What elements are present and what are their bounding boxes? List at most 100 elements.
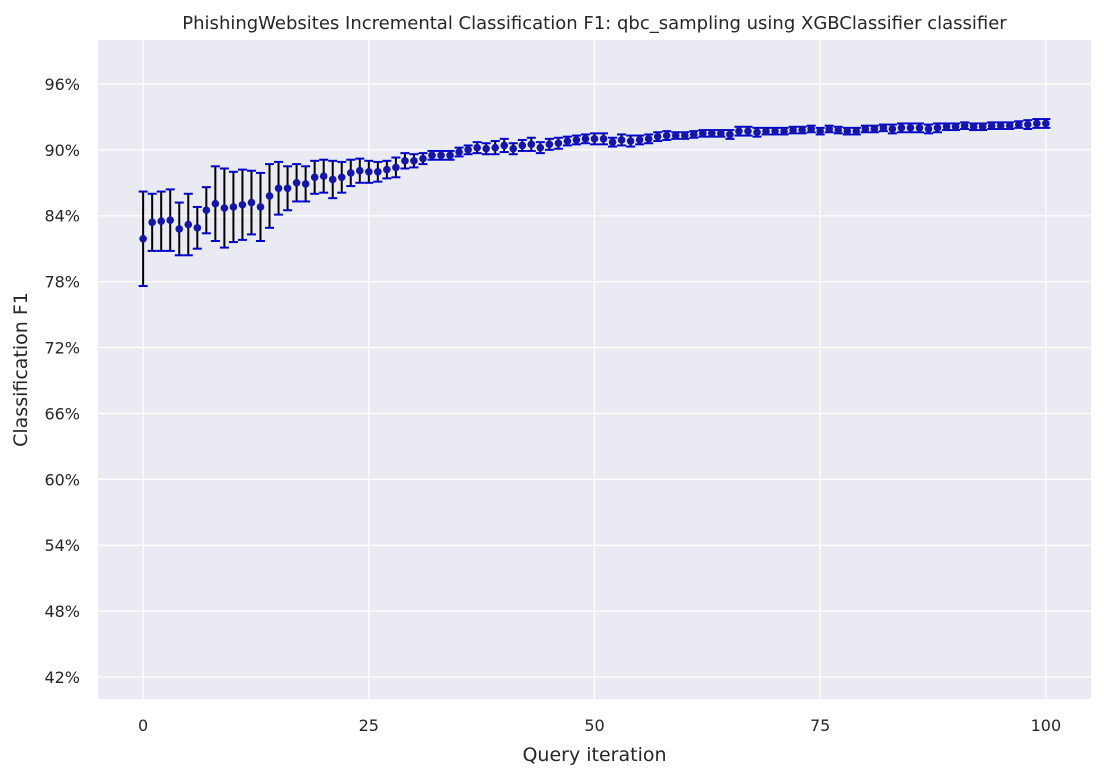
data-point	[861, 125, 870, 133]
data-point	[1014, 120, 1023, 129]
y-tick-label: 90%	[44, 141, 80, 160]
grid	[98, 40, 1091, 699]
data-point	[708, 129, 716, 138]
data-point	[915, 124, 924, 132]
data-point	[148, 218, 156, 227]
data-point	[365, 168, 373, 176]
data-point	[780, 127, 788, 135]
data-point	[690, 130, 698, 139]
data-point	[392, 163, 400, 172]
data-point	[933, 124, 942, 132]
data-point	[816, 127, 824, 135]
data-point	[1024, 120, 1032, 129]
data-point	[807, 125, 815, 133]
data-point	[608, 138, 617, 146]
data-point	[726, 130, 734, 139]
data-point	[247, 198, 256, 207]
y-tick-label: 42%	[44, 668, 80, 687]
data-point	[139, 234, 147, 243]
data-point	[581, 135, 590, 143]
data-point	[699, 129, 707, 138]
y-tick-label: 78%	[44, 273, 80, 292]
data-point	[789, 126, 797, 134]
data-point	[518, 141, 527, 150]
data-point	[671, 131, 680, 140]
data-point	[346, 169, 355, 177]
x-tick-label: 0	[138, 716, 148, 735]
x-tick-label: 50	[584, 716, 604, 735]
data-point	[175, 225, 184, 233]
data-point	[599, 135, 608, 143]
data-point	[355, 166, 364, 175]
data-point	[265, 192, 274, 200]
data-point	[978, 122, 987, 131]
data-point	[771, 127, 779, 135]
data-point	[969, 122, 978, 131]
data-point	[906, 124, 915, 132]
data-point	[545, 140, 554, 149]
data-point	[762, 127, 770, 135]
data-point	[238, 200, 247, 209]
data-point	[193, 224, 202, 232]
y-tick-label: 84%	[44, 207, 80, 226]
y-tick-label: 72%	[44, 339, 80, 358]
data-point	[897, 124, 906, 132]
data-point	[509, 144, 518, 153]
data-point	[798, 126, 806, 134]
data-point	[1033, 119, 1041, 128]
data-point	[653, 132, 662, 141]
data-points	[139, 119, 1050, 243]
tick-labels: 42% 48% 54% 60% 66% 72% 78% 84% 90% 96% 0 25 50 75 100	[44, 75, 1061, 735]
data-point	[843, 127, 852, 135]
data-point	[482, 144, 490, 153]
data-point	[428, 151, 436, 160]
data-point	[879, 124, 888, 132]
data-point	[446, 151, 454, 160]
data-point	[211, 199, 220, 208]
data-point	[626, 137, 635, 145]
data-point	[563, 137, 572, 145]
data-point	[455, 148, 463, 156]
data-point	[662, 131, 671, 140]
data-point	[590, 135, 599, 143]
data-point	[328, 175, 337, 184]
data-point	[635, 136, 644, 144]
data-point	[960, 121, 969, 130]
data-point	[410, 157, 418, 165]
data-point	[1005, 121, 1014, 130]
x-tick-label: 75	[810, 716, 830, 735]
y-tick-label: 54%	[44, 536, 80, 555]
data-point	[229, 203, 238, 211]
data-point	[951, 122, 960, 131]
data-point	[473, 143, 481, 152]
data-point	[996, 121, 1005, 130]
data-point	[617, 136, 626, 144]
data-point	[852, 127, 861, 135]
chart-title: PhishingWebsites Incremental Classificat…	[182, 13, 1007, 34]
data-point	[292, 178, 301, 187]
data-point	[572, 136, 581, 144]
data-point	[301, 180, 310, 188]
data-point	[464, 146, 472, 154]
data-point	[735, 127, 743, 135]
data-point	[500, 141, 509, 150]
y-tick-label: 96%	[44, 75, 80, 94]
data-point	[924, 125, 933, 133]
y-tick-label: 66%	[44, 404, 80, 423]
data-point	[717, 129, 725, 138]
data-point	[419, 154, 427, 163]
data-point	[1042, 119, 1050, 128]
data-point	[942, 122, 951, 131]
data-point	[157, 217, 165, 226]
data-point	[319, 172, 328, 180]
data-point	[753, 128, 761, 137]
data-point	[644, 135, 653, 143]
y-tick-label: 60%	[44, 470, 80, 489]
data-point	[680, 131, 689, 140]
data-point	[220, 204, 229, 212]
data-point	[202, 206, 211, 215]
data-point	[337, 173, 346, 182]
y-tick-label: 48%	[44, 602, 80, 621]
x-tick-label: 100	[1031, 716, 1062, 735]
